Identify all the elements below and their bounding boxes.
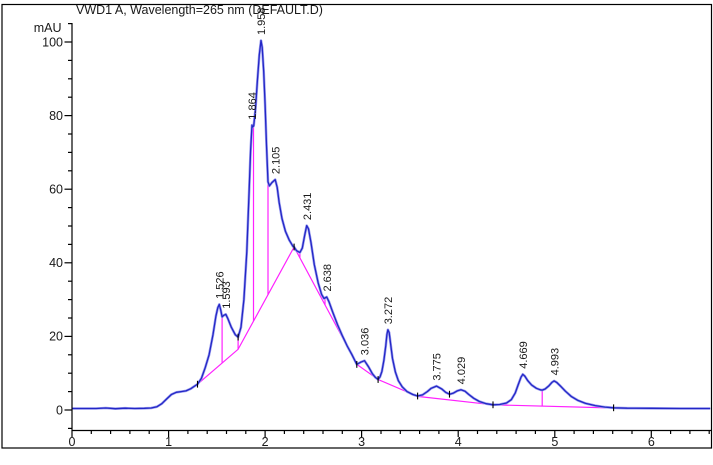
peak-label-4.993: 4.993	[549, 348, 561, 376]
y-tick-label-100: 100	[42, 35, 63, 49]
x-tick-label-2: 2	[262, 435, 269, 449]
integration-baseline	[197, 245, 614, 409]
peak-label-3.036: 3.036	[360, 328, 372, 356]
y-tick-label-20: 20	[49, 330, 63, 344]
x-tick-label-1: 1	[165, 435, 172, 449]
peak-label-1.864: 1.864	[247, 92, 259, 120]
signal-trace-halo	[72, 39, 711, 411]
y-tick-label-0: 0	[56, 403, 63, 417]
peak-label-3.775: 3.775	[432, 353, 444, 381]
peak-label-3.272: 3.272	[383, 297, 395, 325]
x-tick-label-0: 0	[69, 435, 76, 449]
peak-label-4.669: 4.669	[518, 341, 530, 369]
peak-label-2.431: 2.431	[302, 193, 314, 221]
integration-tick-layer	[196, 243, 615, 412]
signal-trace	[72, 39, 711, 410]
y-tick-label-40: 40	[49, 256, 63, 270]
peak-label-1.958: 1.958	[256, 7, 268, 35]
peak-label-2.638: 2.638	[322, 264, 334, 292]
plot-frame	[1, 3, 713, 449]
y-tick-label-60: 60	[49, 183, 63, 197]
x-tick-label-6: 6	[648, 435, 655, 449]
x-tick-label-5: 5	[551, 435, 558, 449]
x-tick-label-4: 4	[455, 435, 462, 449]
peak-label-1.526: 1.526	[215, 271, 227, 299]
y-tick-label-80: 80	[49, 109, 63, 123]
x-tick-label-3: 3	[358, 435, 365, 449]
chart-title: VWD1 A, Wavelength=265 nm (DEFAULT.D)	[76, 3, 323, 17]
y-axis-unit-label: mAU	[34, 21, 62, 35]
peak-label-1.593: 1.593	[221, 281, 233, 309]
peak-label-2.105: 2.105	[270, 147, 282, 175]
peak-label-4.029: 4.029	[456, 357, 468, 385]
trace-layer	[72, 39, 711, 411]
